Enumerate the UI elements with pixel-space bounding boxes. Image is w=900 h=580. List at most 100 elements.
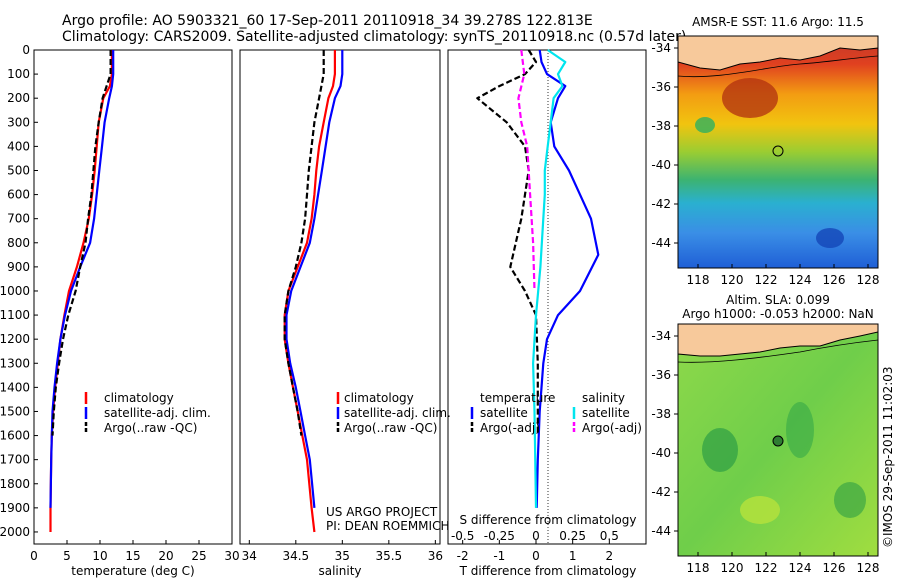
temperature-panel: 0100200300400500600700800900100011001200… <box>0 43 240 578</box>
series-line-satellite-adj-clim- <box>285 50 344 509</box>
legend-satellite: satellite-adj. clim. <box>104 406 211 420</box>
difference-axes-box <box>447 49 647 545</box>
lat-tick-label: -38 <box>651 407 671 421</box>
lon-tick-label: 124 <box>789 561 812 575</box>
legend-t-satellite: satellite <box>480 406 528 420</box>
s-x-tick-label: 0 <box>532 529 540 543</box>
legend-s-argo: Argo(-adj) <box>582 421 642 435</box>
sla-map-subtitle: Argo h1000: -0.053 h2000: NaN <box>682 307 874 321</box>
difference-series <box>476 49 600 508</box>
lat-tick-label: -34 <box>651 41 671 55</box>
cold-patch <box>816 228 844 248</box>
lat-tick-label: -40 <box>651 158 671 172</box>
depth-tick-label: 800 <box>7 236 30 250</box>
salinity-panel: 34 34.5 35 35.5 36 salinity climatology sate… <box>239 49 451 578</box>
legend-climatology: climatology <box>104 391 174 405</box>
lat-tick-label: -40 <box>651 446 671 460</box>
s-x-tick-label: 0.5 <box>600 529 619 543</box>
x-tick-label: 35 <box>335 549 350 563</box>
lat-tick-label: -42 <box>651 485 671 499</box>
salinity-series <box>283 50 344 533</box>
s-x-tick-label: -0.5 <box>451 529 474 543</box>
series-line-argo-raw-qc- <box>51 50 112 436</box>
depth-tick-label: 1000 <box>0 284 30 298</box>
depth-tick-label: 300 <box>7 115 30 129</box>
x-tick-label: -1 <box>493 549 505 563</box>
lon-tick-label: 128 <box>857 273 880 287</box>
lat-tick-label: -34 <box>651 329 671 343</box>
legend-satellite: satellite-adj. clim. <box>344 406 451 420</box>
pi-note: PI: DEAN ROEMMICH <box>326 519 449 533</box>
imos-credit: ©IMOS 29-Sep-2011 11:02:03 <box>881 366 895 548</box>
sst-lat-axis: -34 -36 -38 -40 -42 -44 <box>651 41 678 250</box>
lat-tick-label: -36 <box>651 80 671 94</box>
x-tick-label: 34.5 <box>282 549 309 563</box>
salinity-x-axis: 34 34.5 35 35.5 36 <box>242 540 443 563</box>
sst-isobath <box>677 55 879 78</box>
sst-map-frame <box>677 35 879 269</box>
depth-tick-label: 1600 <box>0 429 30 443</box>
depth-tick-label: 0 <box>22 43 30 57</box>
series-line-temperature-argo-adj- <box>476 49 539 436</box>
sla-lat-axis: -34 -36 -38 -40 -42 -44 <box>651 329 678 538</box>
lon-tick-label: 118 <box>687 273 710 287</box>
sla-map-title: Altim. SLA: 0.099 <box>726 293 830 307</box>
legend-argo: Argo(..raw -QC) <box>344 421 437 435</box>
sla-low <box>834 482 866 518</box>
difference-legend: temperature satellite Argo(-adj) salinit… <box>470 391 642 435</box>
lon-tick-label: 118 <box>687 561 710 575</box>
argo-location-marker <box>772 435 784 447</box>
legend-argo: Argo(..raw -QC) <box>104 421 197 435</box>
project-note: US ARGO PROJECT <box>326 505 438 519</box>
difference-panel: -2 -1 0 1 2 -0.5 -0.25 0 0.25 0.5 T difference f… <box>447 49 647 578</box>
temperature-xlabel: temperature (deg C) <box>71 564 194 578</box>
lon-tick-label: 126 <box>823 561 846 575</box>
series-line-temperature-satellite <box>535 49 600 508</box>
sst-map-title: AMSR-E SST: 11.6 Argo: 11.5 <box>692 15 864 29</box>
salinity-axes-box <box>239 49 441 545</box>
figure-title-line1: Argo profile: AO 5903321_60 17-Sep-2011 … <box>62 13 593 29</box>
depth-tick-label: 1200 <box>0 332 30 346</box>
depth-tick-label: 2000 <box>0 525 30 539</box>
lat-tick-label: -38 <box>651 119 671 133</box>
legend-t-argo: Argo(-adj) <box>480 421 540 435</box>
sst-map: AMSR-E SST: 11.6 Argo: 11.5 -34 -36 -38 -40… <box>651 15 879 287</box>
x-tick-label: 10 <box>92 549 107 563</box>
temperature-x-axis: 0 5 10 15 20 25 30 <box>30 540 240 563</box>
x-tick-label: 30 <box>224 549 239 563</box>
depth-tick-label: 1700 <box>0 453 30 467</box>
depth-tick-label: 1300 <box>0 356 30 370</box>
depth-axis: 0 100 200 300 400 500 600 700 800 900 1000 1100 1200… <box>0 43 38 539</box>
legend-temperature-title: temperature <box>480 391 555 405</box>
x-tick-label: 15 <box>125 549 140 563</box>
sla-low <box>786 402 814 458</box>
salinity-xlabel: salinity <box>318 564 361 578</box>
depth-tick-label: 1800 <box>0 477 30 491</box>
depth-tick-label: 500 <box>7 163 30 177</box>
depth-tick-label: 1100 <box>0 308 30 322</box>
series-line-salinity-satellite <box>531 49 567 508</box>
depth-tick-label: 1400 <box>0 380 30 394</box>
x-tick-label: 36 <box>428 549 443 563</box>
warm-eddy <box>722 78 778 118</box>
x-tick-label: 35.5 <box>375 549 402 563</box>
temperature-legend: climatology satellite-adj. clim. Argo(..… <box>84 391 211 435</box>
depth-tick-label: 400 <box>7 139 30 153</box>
series-line-salinity-argo-adj- <box>517 49 536 292</box>
lon-tick-label: 128 <box>857 561 880 575</box>
lon-tick-label: 124 <box>789 273 812 287</box>
sla-low <box>702 428 738 472</box>
lon-tick-label: 122 <box>755 273 778 287</box>
lon-tick-label: 126 <box>823 273 846 287</box>
lat-tick-label: -44 <box>651 236 671 250</box>
lat-tick-label: -42 <box>651 197 671 211</box>
sla-coastline <box>677 323 879 357</box>
sst-field <box>678 36 878 268</box>
depth-tick-label: 1500 <box>0 404 30 418</box>
x-tick-label: 5 <box>63 549 71 563</box>
x-tick-label: 34 <box>242 549 257 563</box>
argo-location-marker <box>772 145 784 157</box>
sla-map-frame <box>677 323 879 557</box>
legend-s-satellite: satellite <box>582 406 630 420</box>
